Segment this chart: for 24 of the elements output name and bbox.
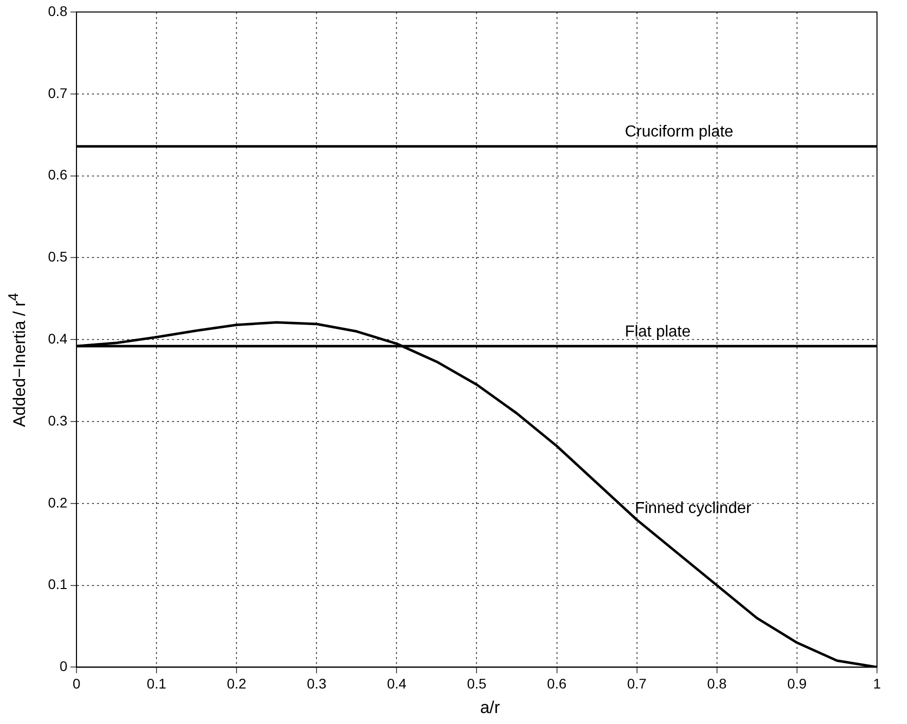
x-tick-label: 0: [72, 675, 81, 692]
y-tick-label: 0.2: [48, 494, 68, 510]
series-label: Cruciform plate: [624, 124, 734, 141]
y-tick-label: 0: [60, 658, 68, 674]
x-tick-label: 0.5: [466, 675, 487, 692]
y-tick-label: 0.4: [48, 330, 68, 346]
y-tick-label: 0.7: [48, 84, 68, 101]
y-tick-label: 0.6: [48, 166, 68, 183]
series-label: Flat plate: [624, 324, 691, 341]
x-tick-label: 0.7: [627, 675, 647, 692]
x-tick-label: 0.8: [707, 675, 727, 692]
x-tick-label: 0.6: [547, 675, 567, 692]
x-tick-label: 0.2: [226, 675, 247, 692]
x-tick-label: 0.3: [306, 675, 327, 692]
y-tick-label: 0.8: [48, 2, 68, 19]
series-label: Finned cyclinder: [634, 500, 752, 518]
y-tick-label: 0.5: [48, 248, 68, 265]
x-tick-label: 0.4: [386, 675, 407, 692]
y-tick-label: 0.3: [48, 412, 68, 428]
x-tick-label: 1: [873, 675, 882, 692]
x-tick-label: 0.1: [146, 675, 166, 692]
x-axis-title: a/r: [480, 698, 500, 718]
y-tick-label: 0.1: [48, 576, 68, 592]
x-tick-label: 0.9: [787, 675, 807, 692]
